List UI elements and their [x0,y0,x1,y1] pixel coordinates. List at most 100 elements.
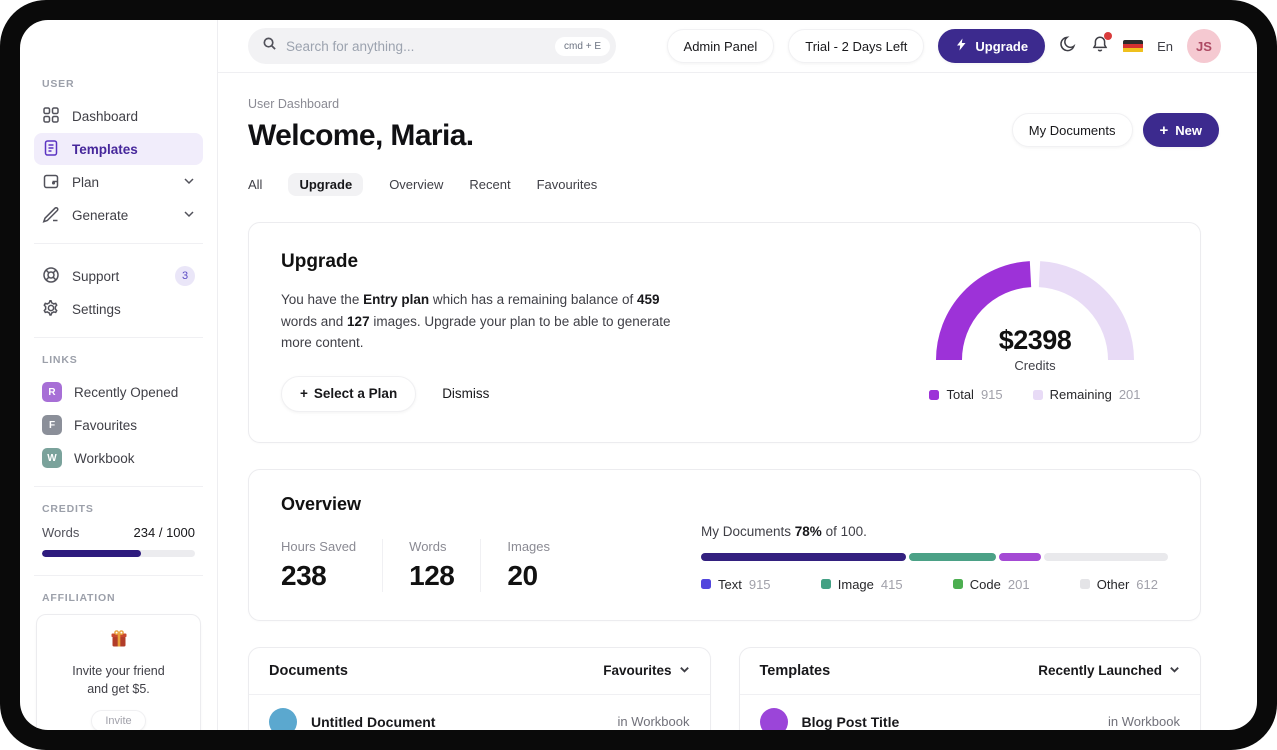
dismiss-button[interactable]: Dismiss [442,386,490,402]
gift-icon [109,630,129,653]
plus-icon: + [1159,121,1169,139]
sidebar-item-settings[interactable]: Settings [34,293,203,325]
sidebar-divider [34,486,203,487]
upgrade-button[interactable]: Upgrade [938,29,1046,63]
page-title: Welcome, Maria. [248,119,474,152]
sidebar-item-label: Templates [72,141,138,157]
legend-swatch [929,389,940,400]
upgrade-card-text: You have the Entry plan which has a rema… [281,292,671,351]
sidebar-item-label: Generate [72,207,129,223]
template-avatar [759,707,788,730]
overview-stats: Hours Saved 238 Words 128 Images 20 [281,538,701,592]
chevron-down-icon [183,175,195,190]
gauge-value: $2398 [998,325,1072,355]
chevron-down-icon [679,663,690,678]
topbar-actions: Admin Panel Trial - 2 Days Left Upgrade … [666,29,1221,63]
main-area: cmd + E Admin Panel Trial - 2 Days Left … [218,20,1257,730]
affiliation-text: Invite your friend and get $5. [72,664,165,697]
search-input[interactable] [286,38,547,54]
sidebar-section-credits: CREDITS [42,503,94,515]
sidebar-link-label: Workbook [74,450,135,466]
stacked-bar-legend: Text 915 Image 415 Code 201 [701,577,1168,592]
language-label[interactable]: En [1157,38,1173,54]
document-location: in Workbook [617,714,690,730]
notification-dot [1104,31,1113,40]
bell-icon [1091,35,1109,58]
search-icon [262,36,277,56]
sidebar-section-affiliation: AFFILIATION [42,592,116,604]
legend-swatch [952,579,963,590]
avatar[interactable]: JS [1187,29,1221,63]
select-plan-button[interactable]: + Select a Plan [281,375,417,412]
sidebar-link-label: Recently Opened [74,384,179,400]
german-flag-icon[interactable] [1123,39,1144,53]
overview-card: Overview Hours Saved 238 Words 128 Image… [248,468,1201,621]
tab-overview[interactable]: Overview [389,177,444,192]
plus-icon: + [300,386,308,402]
lightning-icon [955,38,968,54]
sidebar-link-label: Favourites [74,417,138,433]
trial-status-button[interactable]: Trial - 2 Days Left [788,29,925,63]
sidebar-divider [34,243,203,244]
documents-filter-dropdown[interactable]: Favourites [603,663,689,678]
upgrade-card-actions: + Select a Plan Dismiss [281,375,691,412]
gauge-label: Credits [1014,358,1056,373]
dark-mode-toggle[interactable] [1059,35,1077,58]
tab-favourites[interactable]: Favourites [536,177,598,192]
stat-hours-saved: Hours Saved 238 [281,538,384,592]
search-bar[interactable]: cmd + E [248,28,616,64]
stacked-bar [701,552,1168,561]
documents-card-title: Documents [269,662,348,679]
sidebar-item-support[interactable]: Support 3 [34,260,203,292]
sidebar-item-generate[interactable]: Generate [34,199,203,231]
link-initial-badge: R [42,382,62,402]
sidebar-item-plan[interactable]: Plan [34,166,203,198]
legend-swatch [1032,389,1043,400]
document-list-item[interactable]: Untitled Document in Workbook [249,695,710,730]
documents-progress: My Documents 78% of 100. Text 915 [701,494,1168,592]
bar-segment-text [701,552,907,561]
admin-panel-button[interactable]: Admin Panel [666,29,775,63]
sidebar-item-templates[interactable]: Templates [34,133,203,165]
tab-all[interactable]: All [248,177,263,192]
gear-icon [42,299,60,320]
sidebar-link-favourites[interactable]: F Favourites [34,409,203,441]
overview-title: Overview [281,493,362,514]
tab-upgrade[interactable]: Upgrade [288,173,364,196]
header-actions: My Documents + New [1011,113,1219,147]
stat-words: Words 128 [409,538,482,592]
sidebar-item-label: Settings [72,301,121,317]
words-progress-fill [42,550,142,557]
upgrade-card-title: Upgrade [281,251,359,272]
templates-card: Templates Recently Launched Blog Post Ti… [738,646,1201,730]
search-shortcut-badge: cmd + E [555,36,610,56]
words-progress-track [42,550,195,557]
sidebar-link-recently-opened[interactable]: R Recently Opened [34,376,203,408]
notifications-button[interactable] [1091,31,1113,58]
credits-value: 234 / 1000 [133,525,195,540]
sidebar-item-label: Dashboard [72,108,139,124]
overview-left: Overview Hours Saved 238 Words 128 Image… [281,494,701,592]
legend-swatch [701,579,711,590]
chevron-down-icon [183,208,195,223]
upgrade-card-left: Upgrade You have the Entry plan which ha… [281,251,691,412]
invite-button[interactable]: Invite [91,710,146,730]
templates-filter-dropdown[interactable]: Recently Launched [1038,663,1180,678]
gauge-svg [936,261,1134,361]
link-initial-badge: F [42,415,62,435]
progress-title: My Documents 78% of 100. [701,523,867,539]
gauge-legend: Total 915 Remaining 201 [910,387,1160,402]
document-icon [42,139,60,160]
gauge-center: $2398 Credits [915,325,1155,373]
sidebar-section-links: LINKS [42,354,78,366]
template-location: in Workbook [1107,714,1180,730]
new-button[interactable]: + New [1142,113,1219,147]
sidebar-item-dashboard[interactable]: Dashboard [34,100,203,132]
template-name: Blog Post Title [801,713,900,730]
template-list-item[interactable]: Blog Post Title in Workbook [740,695,1201,730]
credits-label: Words [42,525,80,540]
my-documents-button[interactable]: My Documents [1011,113,1133,147]
sidebar-link-workbook[interactable]: W Workbook [34,442,203,474]
tab-recent[interactable]: Recent [469,177,511,192]
